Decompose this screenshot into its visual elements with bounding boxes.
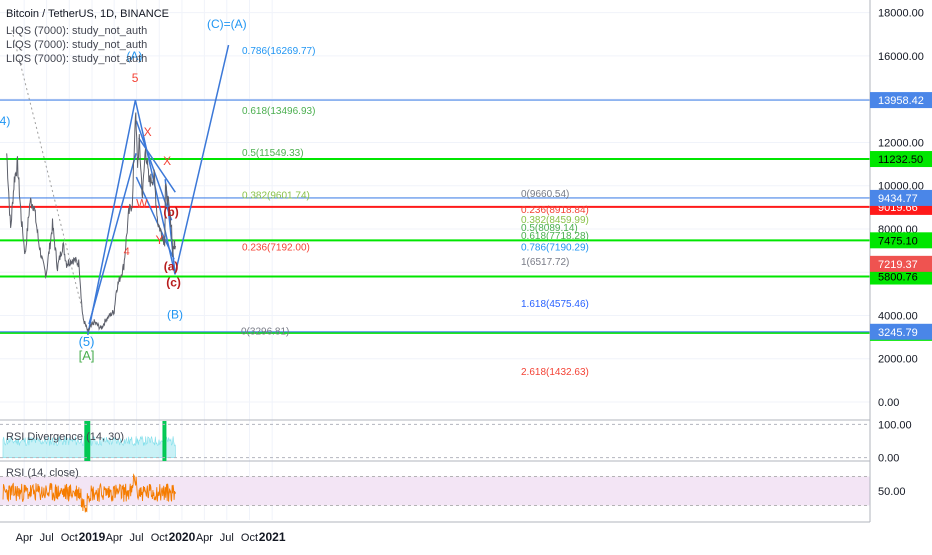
div-tick-label: 0.00 [878, 453, 899, 465]
level-badge-label: 5800.76 [878, 272, 918, 284]
fib-label: 0.786(7190.29) [521, 242, 589, 253]
rsi-line [2, 473, 176, 513]
fib-label: 2.618(1432.63) [521, 367, 589, 378]
fib-label: 0.236(8918.84) [521, 205, 589, 216]
x-tick-label: 2019 [79, 530, 106, 544]
grid [0, 0, 870, 523]
wave-channel-up[interactable] [87, 100, 137, 336]
wave-label: [A] [79, 348, 95, 363]
level-badge-label: 11232.50 [878, 154, 923, 166]
x-tick-label: 2021 [259, 530, 286, 544]
y-tick-label: 10000.00 [878, 181, 924, 193]
x-tick-label: Apr [16, 532, 33, 544]
chart-title: Bitcoin / TetherUS, 1D, BINANCE [6, 8, 170, 20]
indicator-panes [0, 421, 870, 513]
y-tick-label: 2000.00 [878, 354, 918, 366]
rsi-label[interactable]: RSI (14, close) [6, 467, 79, 479]
rsi-tick-label: 50.00 [878, 486, 906, 498]
wave-projection[interactable] [174, 44, 230, 275]
level-badge-label: 3245.79 [878, 327, 918, 339]
x-tick-label: Jul [220, 532, 234, 544]
level-badge[interactable] [870, 232, 932, 249]
fib-label: 0.618(7718.28) [521, 231, 589, 242]
x-tick-label: Apr [196, 532, 213, 544]
study-legend-1[interactable]: LIQS (7000): study_not_auth [6, 25, 148, 37]
current-price-badge[interactable] [870, 255, 932, 272]
x-tick-label: 2020 [169, 530, 196, 544]
wave-label: (A) [126, 49, 142, 63]
level-badge[interactable] [870, 268, 932, 285]
level-badge-label: 9434.77 [878, 193, 918, 205]
drawings[interactable] [11, 29, 230, 336]
div-tick-label: 100.00 [878, 419, 912, 431]
fib-label: 0.382(9601.74) [242, 190, 310, 201]
level-badge[interactable] [870, 92, 932, 109]
fib-label: 1.618(4575.46) [521, 299, 589, 310]
x-tick-label: Oct [61, 532, 78, 544]
wave-label: (c) [166, 275, 181, 289]
wave-label: (a) [164, 260, 179, 274]
study-legend-2[interactable]: LIQS (7000): study_not_auth [6, 39, 148, 51]
level-badge[interactable] [870, 189, 932, 206]
x-tick-label: Oct [151, 532, 168, 544]
y-tick-label: 4000.00 [878, 310, 918, 322]
fib-label: 0.618(13496.93) [242, 106, 315, 117]
level-badge[interactable] [870, 151, 932, 168]
axes: 18000.0016000.0014000.0012000.0010000.00… [16, 0, 932, 550]
wave-label: X [144, 125, 152, 139]
fib-label: 0.5(8089.14) [521, 223, 578, 234]
wave-label: [B] [219, 0, 235, 1]
wave-label: (4) [0, 114, 10, 128]
y-tick-label: 12000.00 [878, 137, 924, 149]
x-tick-label: Jul [130, 532, 144, 544]
wave-channel-up-lower[interactable] [88, 153, 137, 325]
current-price-label: 7219.37 [878, 259, 918, 271]
wave-label: 5 [132, 71, 139, 85]
wave-label: W [136, 196, 148, 210]
x-tick-label: Oct [241, 532, 258, 544]
price-series [6, 112, 176, 333]
study-legend-3[interactable]: LIQS (7000): study_not_auth [6, 53, 148, 65]
fib-label: 0.382(8459.99) [521, 215, 589, 226]
level-badge-label: 13958.42 [878, 95, 924, 107]
y-tick-label: 18000.00 [878, 8, 924, 20]
x-tick-label: Jul [40, 532, 54, 544]
wave-label: Y [156, 233, 164, 247]
horizontal-levels[interactable] [0, 99, 870, 334]
fib-label: 0.236(7192.00) [242, 242, 310, 253]
level-badge-label: 7475.10 [878, 235, 918, 247]
fib-label: 0(3296.81) [241, 327, 289, 338]
rsi-divergence-label[interactable]: RSI Divergence (14, 30) [6, 431, 124, 443]
fib-label: 1(6517.72) [521, 257, 569, 268]
wave-label: (B) [167, 308, 183, 322]
fib-label: 0.5(11549.33) [242, 148, 304, 159]
x-tick-label: Apr [106, 532, 123, 544]
wave-label: (b) [163, 205, 178, 219]
fib-label: 0.786(16269.77) [242, 46, 315, 57]
wave-label: (C)=(A) [207, 17, 247, 31]
wave-label: (5) [79, 334, 95, 349]
wave-channel-top[interactable] [138, 137, 176, 193]
wave-label: X [163, 154, 171, 168]
fib-label: 0(9660.54) [521, 189, 569, 200]
y-tick-label: 0.00 [878, 397, 899, 409]
wave-label: 4 [124, 246, 130, 258]
price-line [6, 112, 176, 333]
level-badge[interactable] [870, 323, 932, 340]
y-tick-label: 16000.00 [878, 51, 924, 63]
annotations: 0.786(16269.77) 0.618(13496.93) 0.5(11549.… [0, 0, 589, 378]
